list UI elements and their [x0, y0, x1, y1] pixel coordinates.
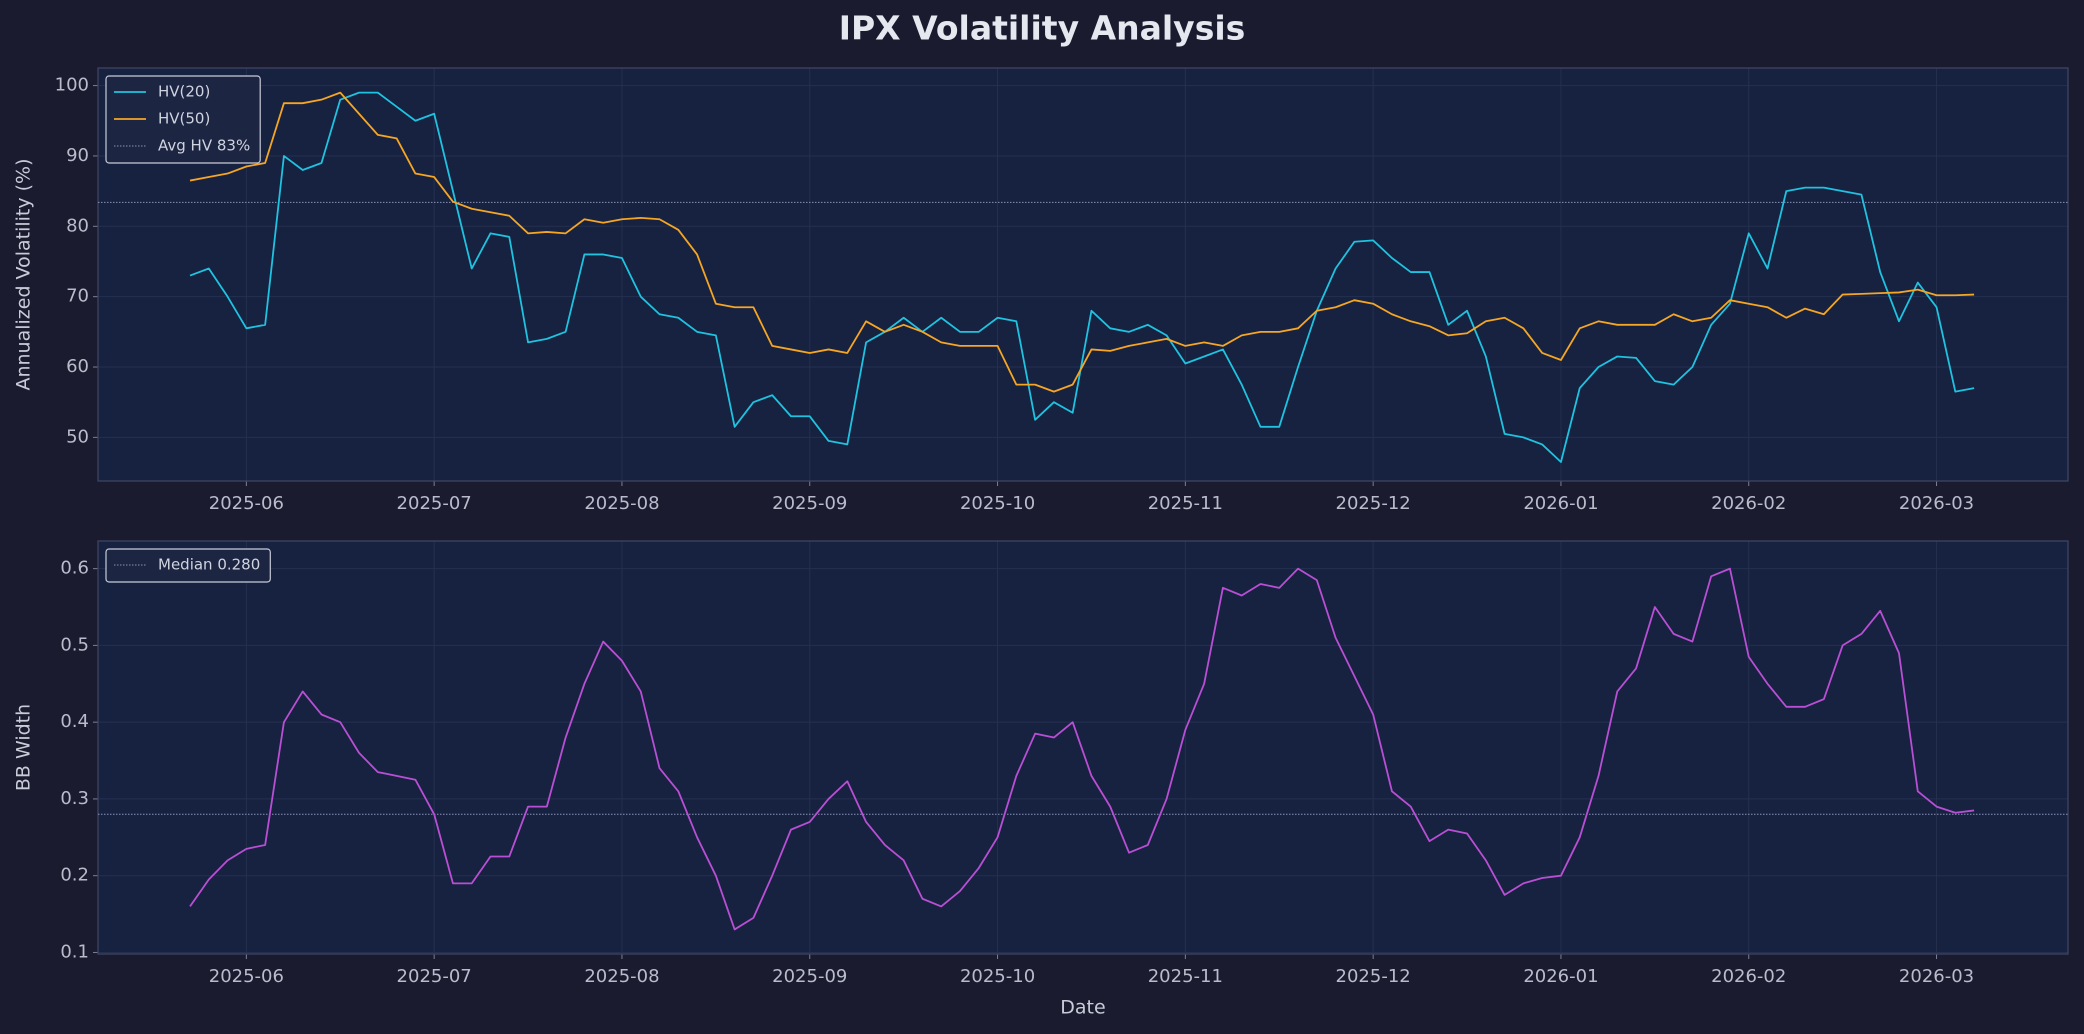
- x-tick-label: 2025-08: [584, 966, 659, 987]
- y-tick-label: 50: [66, 426, 89, 447]
- y-tick-label: 70: [66, 286, 89, 307]
- x-tick-label: 2026-01: [1523, 493, 1598, 514]
- x-tick-label: 2025-10: [960, 493, 1035, 514]
- x-tick-label: 2025-12: [1336, 966, 1411, 987]
- y-tick-label: 0.5: [60, 634, 89, 655]
- plot-area: 2025-06 2025-07 2025-08 2025-09 2025-10 2025-…: [13, 540, 2069, 1019]
- series-line: [189, 567, 1975, 931]
- x-tick-label: 2025-07: [397, 493, 472, 514]
- y-tick-label: 80: [66, 215, 89, 236]
- axes-frame: [97, 540, 2069, 955]
- x-tick-label: 2025-09: [772, 493, 847, 514]
- legend: HV(20) HV(50) Avg HV 83%: [105, 75, 261, 164]
- legend-label: HV(50): [158, 110, 210, 128]
- series-line: [189, 91, 1975, 463]
- x-tick-label: 2025-08: [584, 493, 659, 514]
- x-tick-label: 2025-10: [960, 966, 1035, 987]
- legend: Median 0.280: [105, 548, 271, 583]
- y-tick-label: 0.2: [60, 865, 89, 886]
- plot-area: 2025-06 2025-07 2025-08 2025-09 2025-10 2025-…: [13, 67, 2069, 514]
- x-tick-label: 2025-06: [209, 493, 284, 514]
- figure-title: IPX Volatility Analysis: [839, 9, 1246, 48]
- legend-box: [105, 548, 271, 583]
- y-tick-label: 0.3: [60, 788, 89, 809]
- y-tick-label: 60: [66, 356, 89, 377]
- x-tick-label: 2025-11: [1148, 966, 1223, 987]
- x-tick-label: 2026-03: [1899, 966, 1974, 987]
- x-tick-label: 2025-12: [1336, 493, 1411, 514]
- x-tick-label: 2026-02: [1711, 493, 1786, 514]
- axes-frame: [97, 67, 2069, 482]
- y-axis-label: BB Width: [13, 704, 35, 791]
- legend-label: HV(20): [158, 83, 210, 101]
- y-tick-label: 0.4: [60, 711, 89, 732]
- x-tick-label: 2025-07: [397, 966, 472, 987]
- series-line: [189, 91, 1975, 393]
- y-axis-label: Annualized Volatility (%): [13, 158, 35, 390]
- legend-label: Median 0.280: [158, 556, 260, 574]
- legend-label: Avg HV 83%: [158, 137, 250, 155]
- axes-background: [98, 541, 2068, 954]
- legend-box: [105, 75, 261, 164]
- x-tick-label: 2026-01: [1523, 966, 1598, 987]
- x-tick-label: 2026-02: [1711, 966, 1786, 987]
- x-tick-label: 2025-09: [772, 966, 847, 987]
- y-tick-label: 90: [66, 145, 89, 166]
- axes-background: [98, 68, 2068, 481]
- x-tick-label: 2025-11: [1148, 493, 1223, 514]
- y-tick-label: 0.6: [60, 558, 89, 579]
- y-tick-label: 0.1: [60, 941, 89, 962]
- x-tick-label: 2026-03: [1899, 493, 1974, 514]
- x-tick-label: 2025-06: [209, 966, 284, 987]
- x-axis-label: Date: [1060, 997, 1105, 1019]
- y-tick-label: 100: [55, 75, 89, 96]
